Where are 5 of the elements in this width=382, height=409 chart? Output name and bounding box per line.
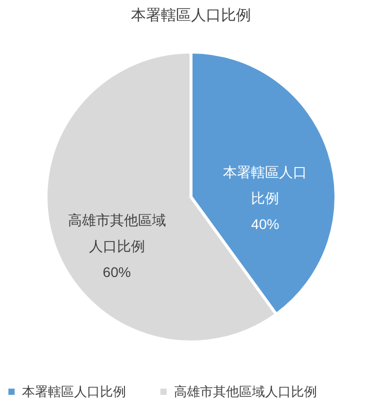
data-label: 本署轄區人口比例40% <box>223 164 308 232</box>
data-label: 高雄市其他區域人口比例60% <box>68 212 166 280</box>
legend-label: 本署轄區人口比例 <box>22 384 126 399</box>
legend-label: 高雄市其他區域人口比例 <box>174 384 317 399</box>
chart-title: 本署轄區人口比例 <box>131 7 251 24</box>
